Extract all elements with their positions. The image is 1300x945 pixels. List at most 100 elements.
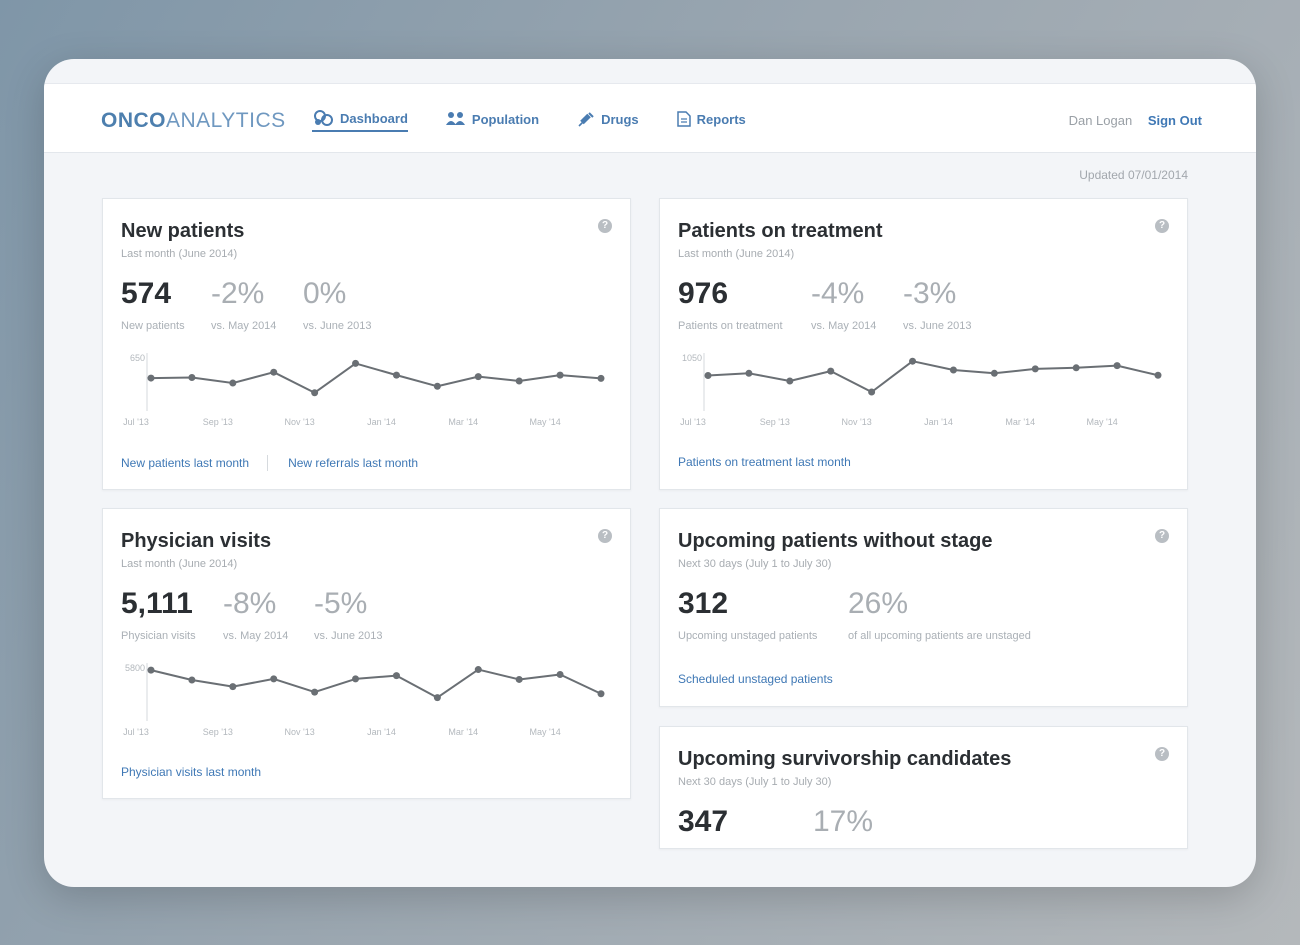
new-patients-link[interactable]: New patients last month bbox=[121, 456, 250, 470]
data-point[interactable] bbox=[1072, 364, 1080, 372]
app-window: ONCOANALYTICS Dashboard Population bbox=[44, 59, 1256, 887]
data-point[interactable] bbox=[352, 675, 360, 683]
card-title: New patients bbox=[121, 220, 245, 242]
stat-change-value: -3% bbox=[903, 277, 957, 310]
data-point[interactable] bbox=[949, 366, 957, 374]
on-treatment-link[interactable]: Patients on treatment last month bbox=[678, 455, 851, 469]
stat-value: 574 bbox=[121, 277, 172, 310]
nav-reports[interactable]: Reports bbox=[676, 106, 746, 132]
stat-main: 5,111 Physician visits bbox=[121, 587, 196, 642]
data-point[interactable] bbox=[392, 371, 400, 379]
physician-visits-link[interactable]: Physician visits last month bbox=[121, 765, 262, 779]
data-point[interactable] bbox=[474, 373, 482, 381]
data-point[interactable] bbox=[909, 357, 917, 365]
stat-label: Upcoming unstaged patients bbox=[678, 630, 818, 642]
series-line bbox=[150, 668, 602, 699]
data-point[interactable] bbox=[188, 676, 196, 684]
data-point[interactable] bbox=[515, 377, 523, 385]
stat-main: 312 Upcoming unstaged patients bbox=[678, 587, 817, 642]
x-tick-label: Jan '14 bbox=[924, 417, 953, 427]
data-point[interactable] bbox=[433, 694, 441, 702]
data-point[interactable] bbox=[1154, 371, 1162, 379]
data-point[interactable] bbox=[311, 688, 319, 696]
data-point[interactable] bbox=[392, 672, 400, 680]
data-point[interactable] bbox=[827, 367, 835, 375]
sign-out-link[interactable]: Sign Out bbox=[1147, 113, 1202, 128]
stat-change-label: vs. June 2013 bbox=[303, 320, 372, 332]
data-point[interactable] bbox=[1113, 362, 1121, 370]
nav-drugs[interactable]: Drugs bbox=[577, 106, 639, 132]
data-point[interactable] bbox=[556, 671, 564, 678]
help-icon[interactable]: ? bbox=[598, 529, 612, 543]
card-title: Upcoming patients without stage bbox=[678, 530, 993, 552]
stat-change-year: -3% vs. June 2013 bbox=[903, 277, 972, 332]
top-navigation-bar: ONCOANALYTICS Dashboard Population bbox=[44, 83, 1256, 153]
x-tick-label: May '14 bbox=[529, 727, 560, 737]
x-tick-label: Mar '14 bbox=[448, 417, 478, 427]
data-point[interactable] bbox=[868, 388, 876, 396]
data-point[interactable] bbox=[597, 690, 605, 698]
nav-population[interactable]: Population bbox=[445, 106, 540, 132]
x-tick-label: Mar '14 bbox=[1005, 417, 1035, 427]
data-point[interactable] bbox=[990, 369, 998, 377]
app-logo[interactable]: ONCOANALYTICS bbox=[101, 109, 286, 132]
stat-main: 574 New patients bbox=[121, 277, 185, 332]
x-tick-label: Nov '13 bbox=[842, 417, 872, 427]
on-treatment-line-chart: 1050 Jul '13 Sep '13 Nov '13 Jan '14 Mar '14 M… bbox=[680, 353, 1162, 427]
nav-dashboard-label: Dashboard bbox=[340, 110, 408, 126]
stat-change-label: vs. May 2014 bbox=[211, 320, 277, 332]
help-icon[interactable]: ? bbox=[1155, 219, 1169, 233]
nav-population-label: Population bbox=[471, 111, 540, 127]
data-point[interactable] bbox=[786, 377, 794, 385]
data-point[interactable] bbox=[556, 371, 564, 379]
help-icon[interactable]: ? bbox=[1155, 529, 1169, 543]
help-icon[interactable]: ? bbox=[598, 219, 612, 233]
data-point[interactable] bbox=[1031, 365, 1039, 373]
x-tick-label: Nov '13 bbox=[285, 727, 315, 737]
data-point[interactable] bbox=[433, 382, 441, 390]
stat-label: Patients on treatment bbox=[678, 320, 783, 332]
data-point[interactable] bbox=[229, 379, 237, 387]
data-point[interactable] bbox=[704, 372, 712, 379]
data-point[interactable] bbox=[352, 359, 360, 367]
data-point[interactable] bbox=[311, 389, 319, 397]
nav-dashboard[interactable]: Dashboard bbox=[312, 106, 408, 132]
data-point[interactable] bbox=[597, 374, 605, 382]
data-point[interactable] bbox=[515, 675, 523, 683]
data-point[interactable] bbox=[270, 675, 278, 683]
x-tick-label: Nov '13 bbox=[285, 417, 315, 427]
data-point[interactable] bbox=[147, 666, 155, 674]
data-point[interactable] bbox=[188, 373, 196, 381]
stat-change-label: vs. June 2013 bbox=[903, 320, 972, 332]
nav-reports-label: Reports bbox=[696, 111, 746, 127]
stat-value: 976 bbox=[678, 277, 729, 310]
new-referrals-link[interactable]: New referrals last month bbox=[288, 456, 419, 470]
stat-change-month: -4% vs. May 2014 bbox=[811, 277, 876, 332]
data-point[interactable] bbox=[147, 374, 155, 382]
x-tick-label: Jan '14 bbox=[367, 727, 396, 737]
card-subtitle: Last month (June 2014) bbox=[121, 558, 238, 570]
x-tick-label: Jan '14 bbox=[367, 417, 396, 427]
x-tick-label: Sep '13 bbox=[203, 727, 233, 737]
card-upcoming-without-stage: Upcoming patients without stage Next 30 … bbox=[659, 508, 1188, 707]
x-tick-label: Sep '13 bbox=[760, 417, 790, 427]
data-point[interactable] bbox=[474, 666, 482, 674]
data-point[interactable] bbox=[229, 683, 237, 691]
stat-change-label: vs. June 2013 bbox=[314, 630, 383, 642]
x-tick-label: Jul '13 bbox=[123, 727, 149, 737]
x-tick-label: May '14 bbox=[1086, 417, 1117, 427]
data-point[interactable] bbox=[745, 369, 753, 377]
card-subtitle: Next 30 days (July 1 to July 30) bbox=[678, 558, 832, 570]
card-survivorship-candidates: Upcoming survivorship candidates Next 30… bbox=[659, 726, 1188, 849]
stat-change-value: -8% bbox=[223, 587, 277, 620]
stat-main: 347 bbox=[678, 805, 728, 839]
x-tick-label: Jul '13 bbox=[680, 417, 706, 427]
help-icon[interactable]: ? bbox=[1155, 747, 1169, 761]
stat-value: 312 bbox=[678, 587, 729, 620]
stat-percent-value: 17% bbox=[813, 805, 874, 838]
stat-percent-label: of all upcoming patients are unstaged bbox=[848, 630, 1031, 642]
card-patients-on-treatment: Patients on treatment Last month (June 2… bbox=[659, 198, 1188, 490]
data-point[interactable] bbox=[270, 368, 278, 376]
scheduled-unstaged-link[interactable]: Scheduled unstaged patients bbox=[678, 672, 833, 686]
card-title: Physician visits bbox=[121, 530, 272, 552]
